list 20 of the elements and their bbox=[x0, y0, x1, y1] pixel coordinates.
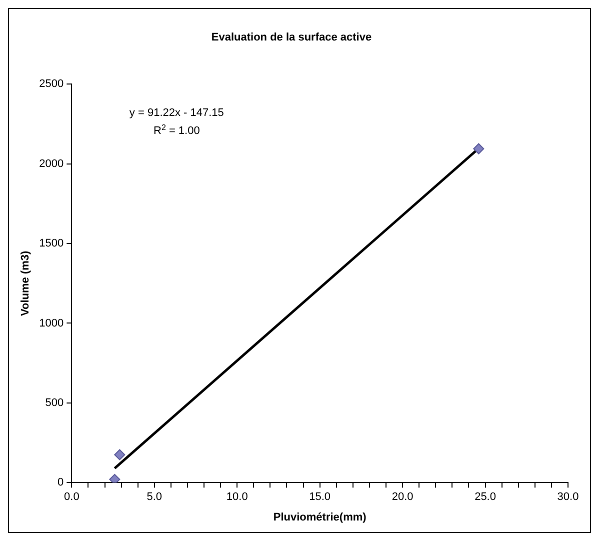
y-tick-label: 2000 bbox=[39, 158, 64, 170]
x-tick-label: 20.0 bbox=[392, 491, 414, 504]
x-tick-label: 10.0 bbox=[226, 491, 248, 504]
point bbox=[473, 143, 484, 154]
y-tick-label: 2500 bbox=[39, 78, 64, 90]
x-tick-label: 0.0 bbox=[64, 491, 80, 504]
y-tick-label: 500 bbox=[45, 396, 64, 409]
y-tick-label: 1000 bbox=[39, 317, 64, 330]
y-axis-title: Volume (m3) bbox=[20, 250, 32, 316]
y-tick-label: 1500 bbox=[39, 238, 64, 250]
x-tick-label: 30.0 bbox=[557, 491, 579, 504]
point bbox=[109, 474, 120, 483]
x-tick-label: 25.0 bbox=[474, 491, 496, 504]
y-tick-label: 0 bbox=[58, 476, 64, 489]
x-tick-label: 15.0 bbox=[309, 491, 331, 504]
annotation: y = 91.22x - 147.15 bbox=[129, 107, 224, 120]
x-tick-label: 5.0 bbox=[146, 491, 162, 504]
point bbox=[114, 449, 126, 460]
chart-title: Evaluation de la surface active bbox=[211, 32, 372, 44]
x-axis-title: Pluviométrie(mm) bbox=[273, 511, 367, 524]
